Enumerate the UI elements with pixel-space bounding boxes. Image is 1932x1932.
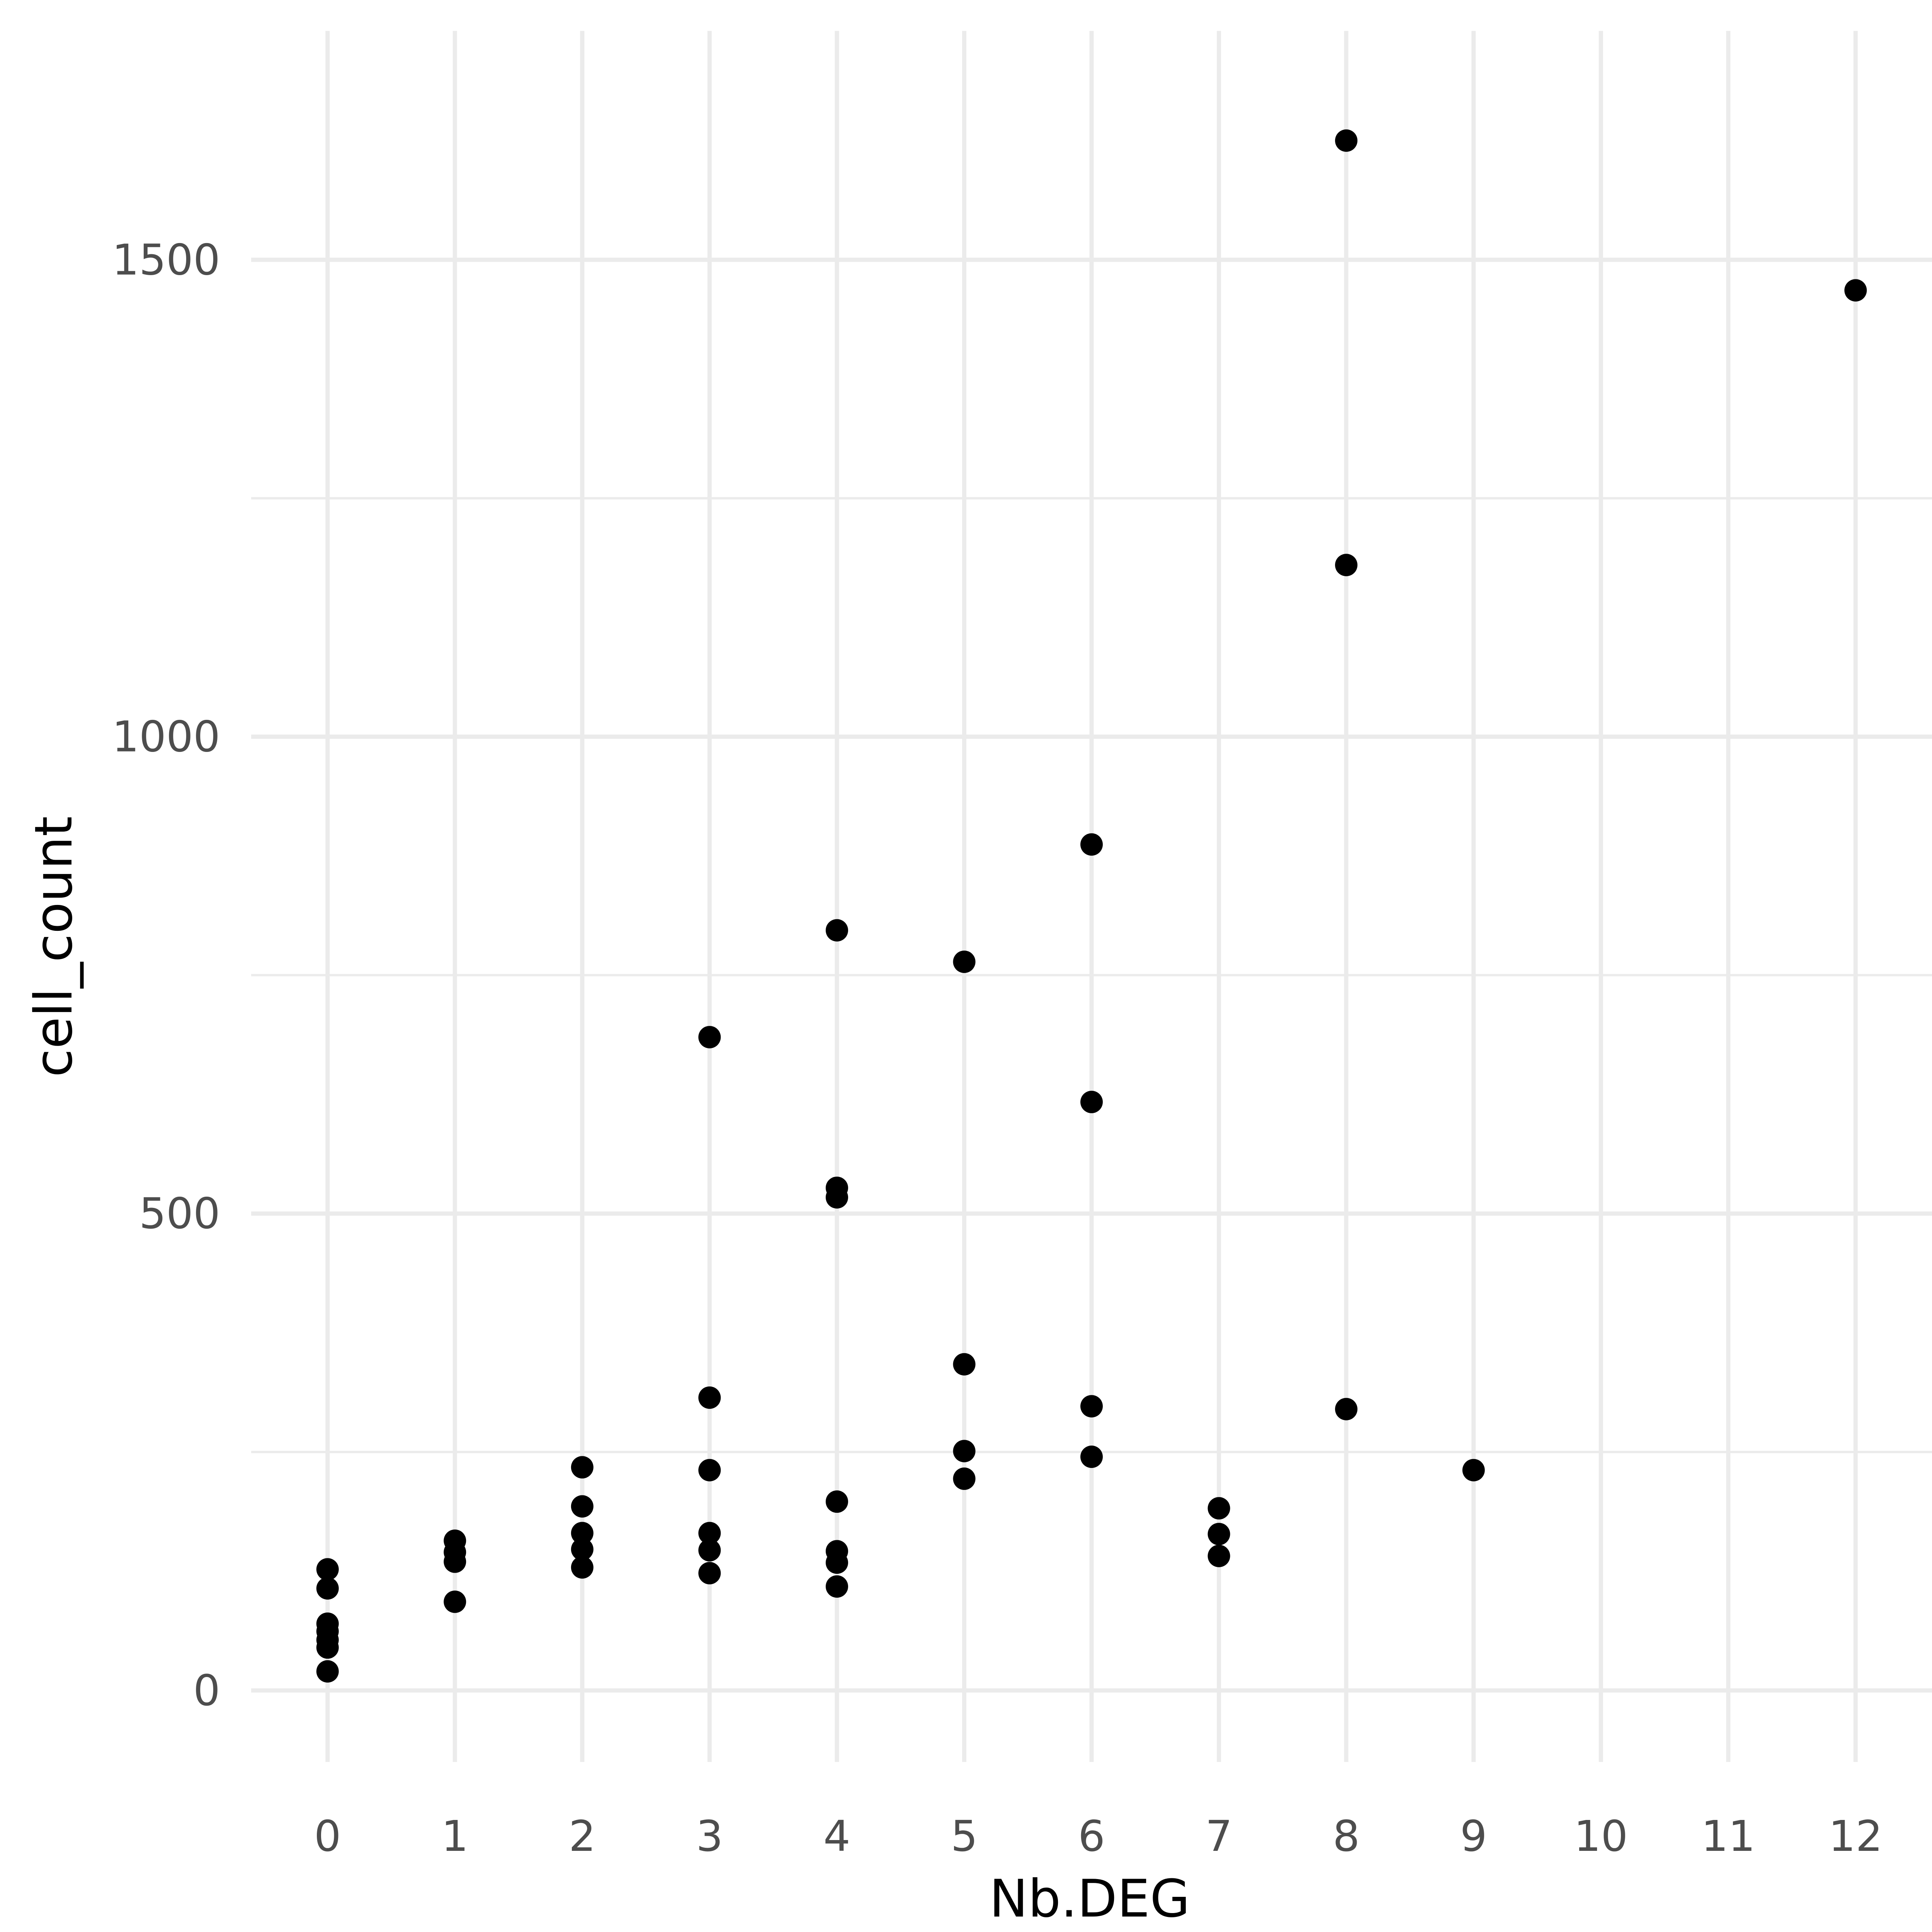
x-axis-tick-labels: 0 1 2 3 4 5 6 7 8 9 10 11 12 (314, 1811, 1883, 1861)
data-point (571, 1456, 594, 1479)
data-point (953, 1467, 976, 1490)
data-point (825, 1186, 848, 1209)
data-point (316, 1558, 339, 1581)
x-tick-label: 11 (1701, 1811, 1755, 1861)
y-axis-title: cell_count (24, 816, 84, 1077)
data-point (1080, 1395, 1103, 1418)
data-point (698, 1386, 721, 1409)
data-point (953, 1440, 976, 1463)
data-point (1208, 1497, 1230, 1520)
data-point (1462, 1459, 1485, 1481)
x-tick-label: 2 (569, 1811, 596, 1861)
data-point (953, 951, 976, 973)
data-point (1080, 1446, 1103, 1468)
y-tick-label: 1500 (112, 235, 220, 284)
data-point (825, 1575, 848, 1598)
data-point (1844, 279, 1867, 302)
x-tick-label: 9 (1460, 1811, 1487, 1861)
data-point (316, 1660, 339, 1683)
data-point (1208, 1544, 1230, 1567)
data-point (698, 1562, 721, 1585)
data-point (698, 1539, 721, 1562)
x-tick-label: 5 (951, 1811, 978, 1861)
data-point (698, 1459, 721, 1481)
data-point (1080, 1090, 1103, 1113)
x-tick-label: 0 (314, 1811, 341, 1861)
data-point (316, 1636, 339, 1659)
data-point (316, 1577, 339, 1600)
x-axis-title: Nb.DEG (989, 1869, 1190, 1929)
y-axis-tick-labels: 0 500 1000 1500 (112, 235, 220, 1715)
data-point (825, 919, 848, 942)
data-point (1208, 1523, 1230, 1546)
data-point (571, 1522, 594, 1544)
data-point (444, 1550, 466, 1573)
data-point (1335, 1398, 1358, 1420)
x-tick-label: 4 (823, 1811, 850, 1861)
x-tick-label: 1 (441, 1811, 468, 1861)
data-point (571, 1556, 594, 1579)
y-tick-label: 500 (139, 1189, 220, 1238)
y-tick-label: 1000 (112, 712, 220, 762)
data-point (698, 1026, 721, 1049)
x-tick-label: 12 (1828, 1811, 1883, 1861)
data-point (953, 1353, 976, 1376)
data-point (444, 1590, 466, 1613)
data-point (825, 1551, 848, 1574)
x-tick-label: 6 (1078, 1811, 1105, 1861)
data-point (571, 1538, 594, 1561)
x-tick-label: 10 (1574, 1811, 1628, 1861)
x-tick-label: 8 (1333, 1811, 1360, 1861)
data-point (1335, 129, 1358, 152)
data-point (571, 1495, 594, 1518)
x-tick-label: 7 (1206, 1811, 1233, 1861)
x-tick-label: 3 (696, 1811, 723, 1861)
y-tick-label: 0 (193, 1666, 220, 1715)
data-point (1335, 554, 1358, 577)
data-point (1080, 833, 1103, 856)
data-points (316, 129, 1867, 1683)
data-point (698, 1522, 721, 1544)
data-point (825, 1490, 848, 1513)
